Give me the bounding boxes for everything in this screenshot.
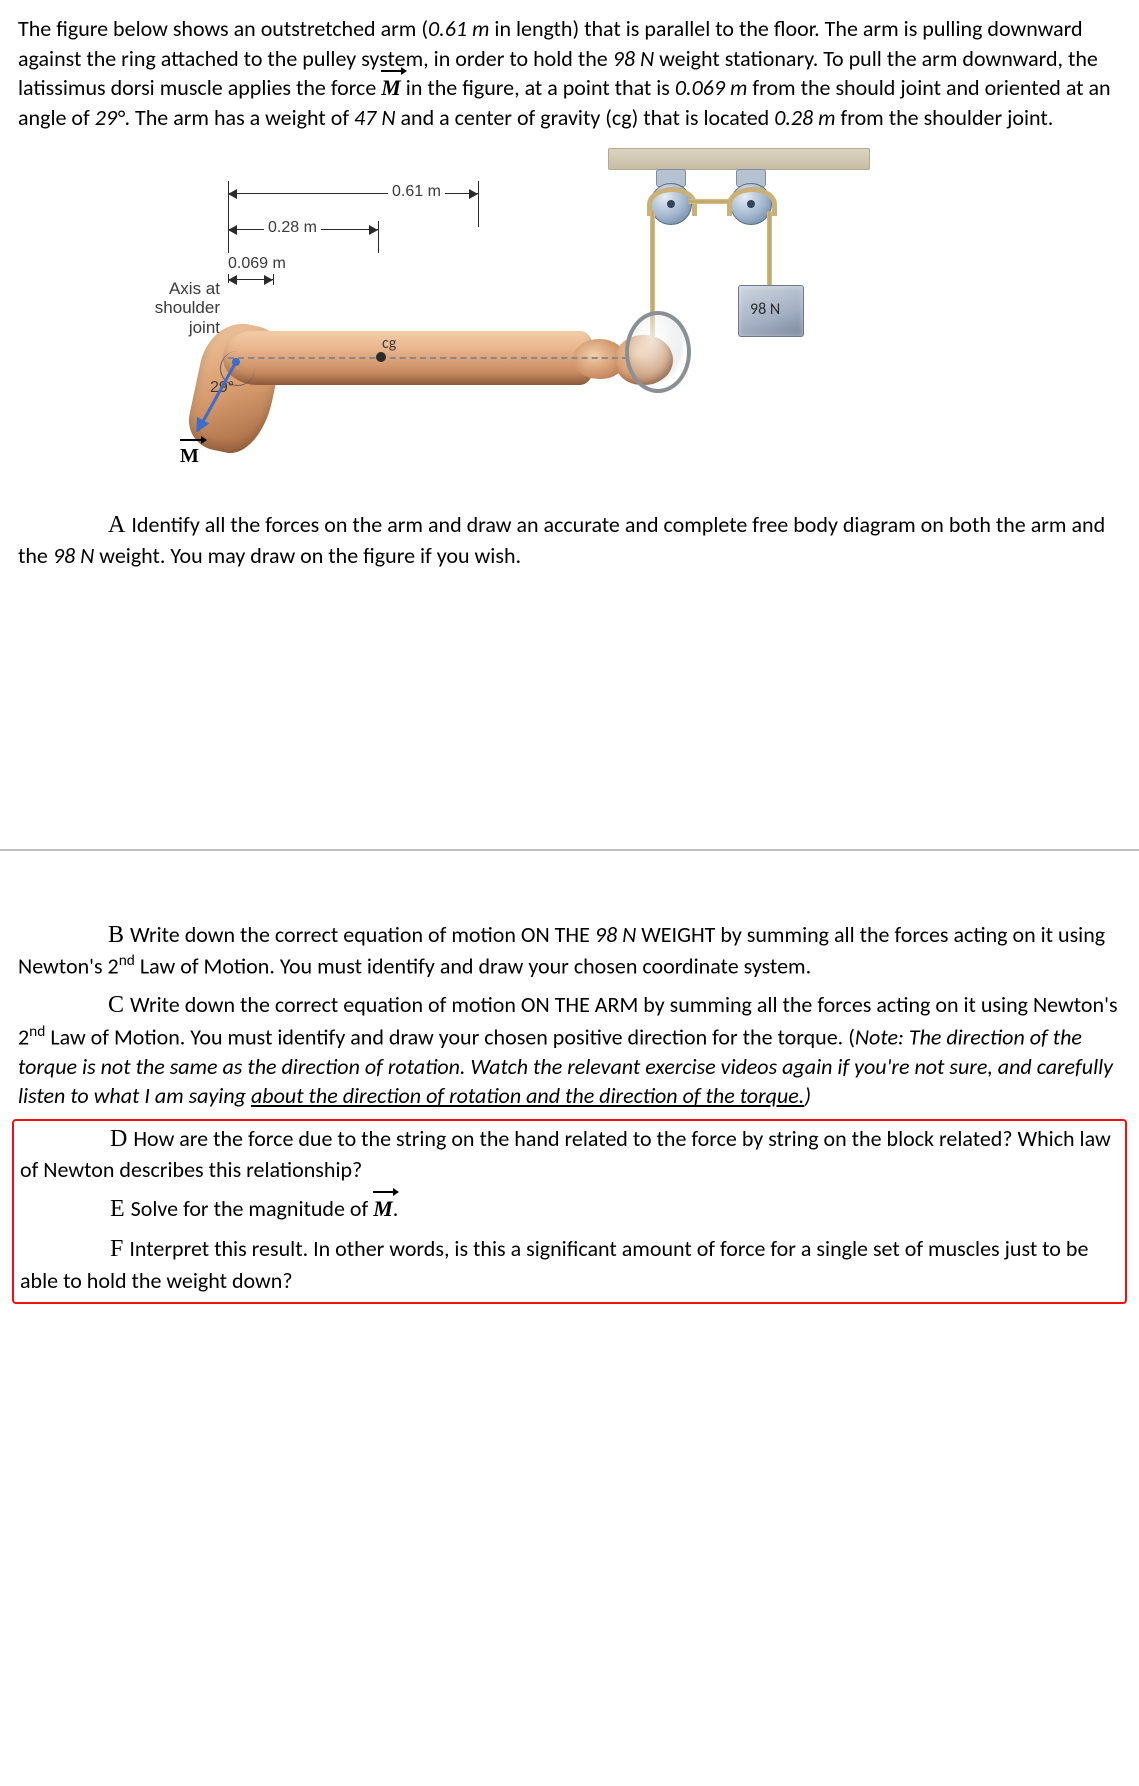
- vector-M: M: [381, 73, 401, 103]
- part-F-text: Interpret this result. In other words, i…: [20, 1235, 1088, 1293]
- unit-m: m: [472, 15, 489, 42]
- part-C-note: ): [804, 1082, 811, 1109]
- dim-tick: [378, 221, 379, 253]
- intro-text: from the shoulder joint.: [836, 104, 1054, 131]
- dim-label-069: 0.069 m: [228, 253, 286, 275]
- dim-label-028: 0.28 m: [264, 217, 321, 239]
- unit-m: m: [730, 74, 747, 101]
- cg-label: cg: [382, 333, 396, 355]
- part-B-text: Law of Motion. You must identify and dra…: [135, 953, 811, 980]
- sup-nd: nd: [29, 1022, 45, 1041]
- rope-segment: [767, 211, 772, 287]
- sup-nd: nd: [119, 951, 135, 970]
- weight-label: 98 N: [750, 299, 780, 321]
- centerline: [228, 357, 628, 359]
- dim-line-069: [228, 279, 273, 280]
- part-letter-D: D: [110, 1126, 127, 1152]
- blank-space: [18, 579, 1121, 819]
- rope-segment: [688, 199, 732, 204]
- part-letter-F: F: [110, 1236, 123, 1262]
- dim-tick: [478, 181, 479, 227]
- angle-29: 29°: [95, 104, 125, 131]
- dist-028: 0.28: [774, 104, 818, 131]
- ceiling: [608, 148, 870, 170]
- dim-label-061: 0.61 m: [388, 181, 445, 203]
- dist-069: 0.069: [675, 74, 730, 101]
- highlighted-box: DHow are the force due to the string on …: [12, 1119, 1127, 1304]
- part-C: CWrite down the correct equation of moti…: [18, 989, 1121, 1111]
- unit-N: N: [640, 45, 654, 72]
- weight-47: 47: [354, 104, 381, 131]
- part-B-text: Write down the correct equation of motio…: [130, 921, 595, 948]
- weight-98: 98: [613, 45, 640, 72]
- intro-text: in the figure, at a point that is: [401, 74, 675, 101]
- part-D-text: How are the force due to the string on t…: [20, 1125, 1111, 1183]
- intro-text: . The arm has a weight of: [124, 104, 354, 131]
- part-C-note-underline: about the direction of rotation and the …: [251, 1082, 804, 1109]
- force-M-label: M: [180, 443, 199, 470]
- vector-M: M: [373, 1194, 393, 1224]
- part-E: ESolve for the magnitude of M.: [20, 1193, 1119, 1225]
- part-F: FInterpret this result. In other words, …: [20, 1233, 1119, 1295]
- part-C-text: Law of Motion. You must identify and dra…: [45, 1023, 855, 1050]
- part-A-text: weight. You may draw on the figure if yo…: [94, 542, 521, 569]
- unit-N: N: [381, 104, 395, 131]
- part-letter-E: E: [110, 1196, 125, 1222]
- weight-98: 98: [53, 542, 80, 569]
- part-E-text: Solve for the magnitude of: [131, 1195, 374, 1222]
- length-value: 0.61: [428, 15, 472, 42]
- unit-m: m: [818, 104, 835, 131]
- axis-label: Axis at shoulder joint: [138, 279, 220, 338]
- part-letter-B: B: [108, 922, 124, 948]
- intro-text: and a center of gravity (cg) that is loc…: [396, 104, 775, 131]
- weight-98N: 98 N: [595, 921, 636, 948]
- intro-text: The figure below shows an outstretched a…: [18, 15, 428, 42]
- part-A: AIdentify all the forces on the arm and …: [18, 509, 1121, 571]
- part-letter-A: A: [108, 512, 125, 538]
- part-D: DHow are the force due to the string on …: [20, 1123, 1119, 1185]
- part-B: BWrite down the correct equation of moti…: [18, 919, 1121, 981]
- intro-paragraph: The figure below shows an outstretched a…: [18, 14, 1121, 133]
- ring: [625, 311, 691, 393]
- part-E-text: .: [393, 1195, 399, 1222]
- blank-space: [18, 879, 1121, 919]
- unit-N: N: [80, 542, 94, 569]
- divider: [0, 849, 1139, 851]
- figure: 0.61 m 0.28 m 0.069 m Axis at shoulder j…: [128, 151, 888, 501]
- part-letter-C: C: [108, 992, 124, 1018]
